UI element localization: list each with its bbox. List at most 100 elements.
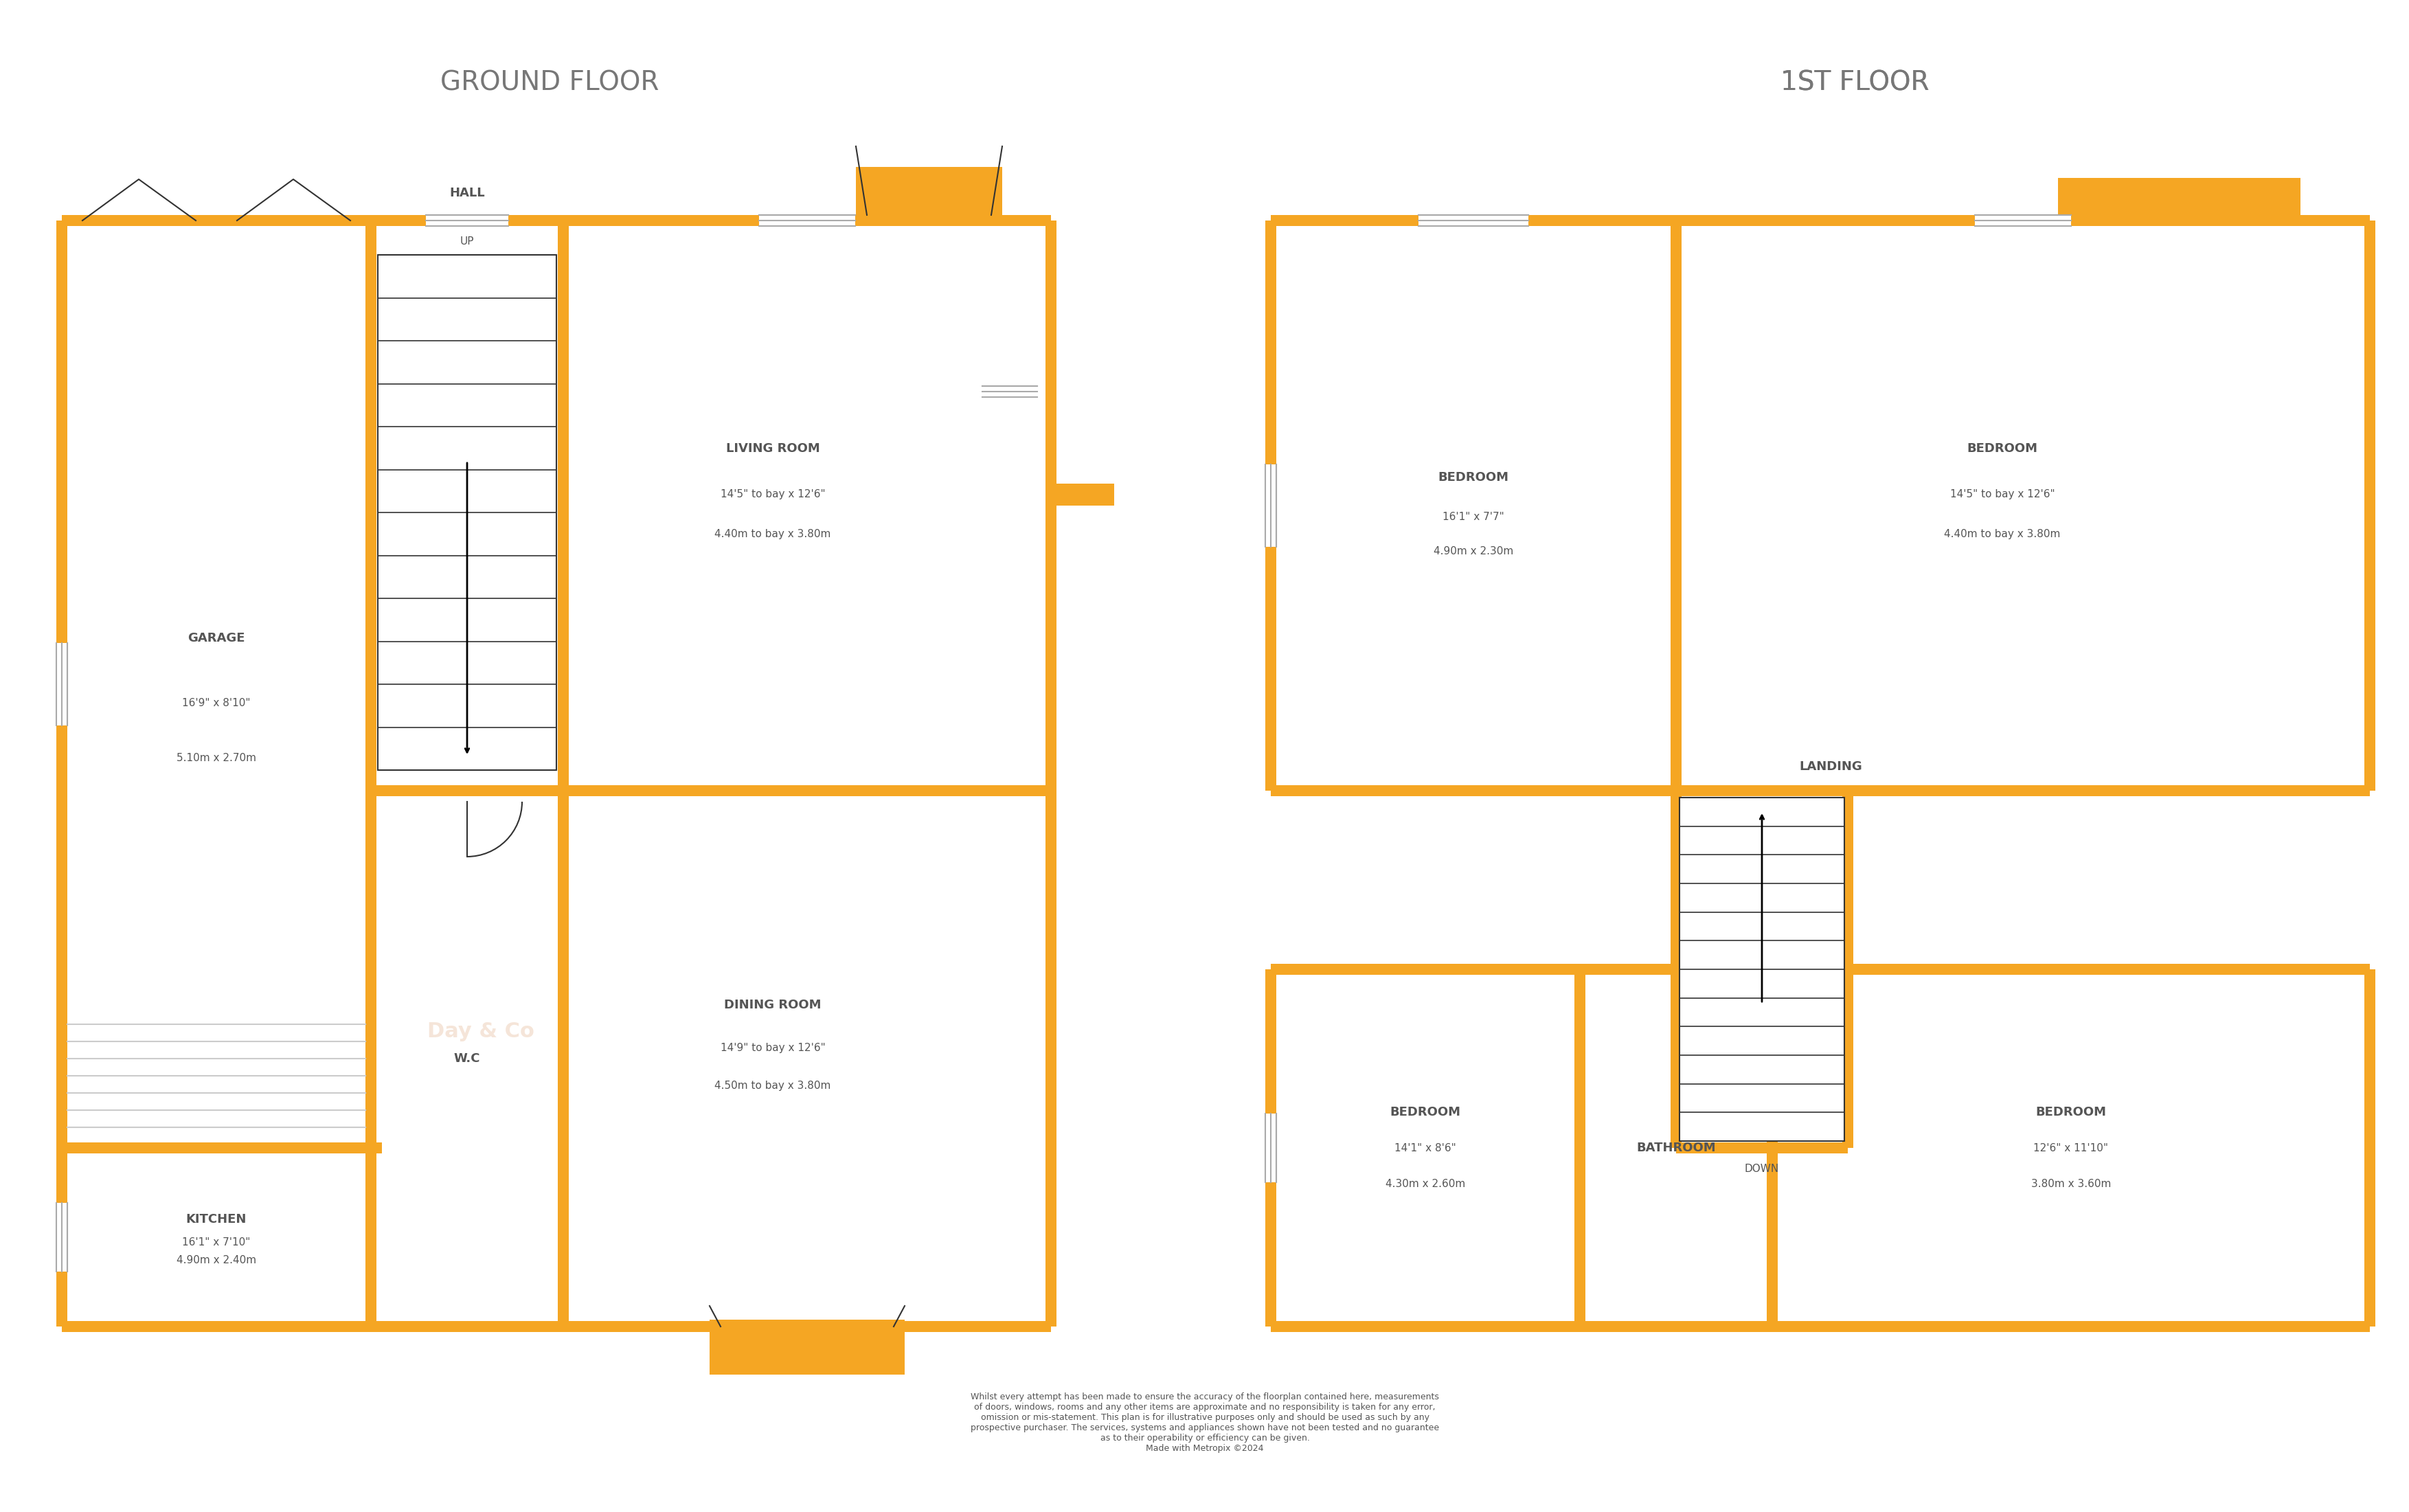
Text: 1ST FLOOR: 1ST FLOOR (1780, 70, 1930, 97)
Bar (1272, 785, 1677, 797)
Bar (1575, 969, 1585, 1326)
Text: 4.90m x 2.30m: 4.90m x 2.30m (1433, 546, 1513, 556)
Bar (855, 166, 867, 215)
Text: 4.30m x 2.60m: 4.30m x 2.60m (1385, 1178, 1465, 1188)
Bar (366, 221, 376, 791)
Text: 14'5" to bay x 12'6": 14'5" to bay x 12'6" (1949, 488, 2055, 499)
Bar (1677, 215, 2370, 225)
Bar (1265, 969, 1277, 1326)
Text: 16'1" x 7'7": 16'1" x 7'7" (1443, 513, 1503, 522)
Text: 12'6" x 11'10": 12'6" x 11'10" (2033, 1143, 2108, 1154)
Bar (564, 1321, 1050, 1332)
Bar (1669, 221, 1681, 791)
Text: GARAGE: GARAGE (188, 632, 246, 644)
Text: BEDROOM: BEDROOM (1438, 470, 1508, 484)
Bar (1679, 797, 1845, 1142)
Text: 4.40m to bay x 3.80m: 4.40m to bay x 3.80m (715, 529, 831, 540)
Bar (1669, 221, 1681, 791)
Text: Day & Co: Day & Co (426, 1021, 535, 1042)
Bar (711, 1320, 906, 1374)
Bar (55, 1148, 67, 1326)
Text: 4.40m to bay x 3.80m: 4.40m to bay x 3.80m (1944, 529, 2060, 540)
Bar (990, 166, 1002, 215)
Bar (1677, 785, 1848, 797)
Bar (1580, 963, 1773, 975)
Bar (2057, 178, 2301, 225)
Bar (63, 215, 383, 225)
Bar (2363, 221, 2375, 791)
Text: W.C: W.C (453, 1052, 479, 1064)
Bar (1272, 963, 1580, 975)
Bar (1265, 464, 1277, 547)
Bar (1773, 963, 2370, 975)
Text: DINING ROOM: DINING ROOM (725, 999, 821, 1012)
Bar (1046, 221, 1058, 791)
Bar (63, 1143, 383, 1154)
Bar (983, 386, 1038, 398)
Text: LANDING: LANDING (1800, 761, 1862, 773)
Bar (559, 791, 569, 1326)
Bar (63, 1143, 383, 1154)
Bar (371, 785, 564, 797)
Bar (378, 256, 556, 770)
Text: 14'1" x 8'6": 14'1" x 8'6" (1395, 1143, 1455, 1154)
Bar (1677, 1143, 1848, 1154)
Bar (63, 215, 371, 225)
Text: 4.50m to bay x 3.80m: 4.50m to bay x 3.80m (715, 1080, 831, 1090)
Bar (1265, 221, 1277, 791)
Text: Whilst every attempt has been made to ensure the accuracy of the floorplan conta: Whilst every attempt has been made to en… (971, 1393, 1438, 1453)
Bar (366, 1148, 376, 1326)
Text: 4.90m x 2.40m: 4.90m x 2.40m (176, 1255, 255, 1266)
Bar (1265, 1113, 1277, 1182)
Bar (564, 785, 1050, 797)
Text: GROUND FLOOR: GROUND FLOOR (441, 70, 660, 97)
Bar (1046, 494, 1115, 505)
Bar (1272, 215, 1677, 225)
Bar (371, 785, 564, 797)
Bar (55, 643, 67, 726)
Text: BEDROOM: BEDROOM (2036, 1105, 2105, 1119)
Text: 16'1" x 7'10": 16'1" x 7'10" (183, 1237, 251, 1247)
Bar (371, 215, 564, 225)
Text: 1ST FLOOR: 1ST FLOOR (1780, 70, 1930, 97)
Text: UP: UP (460, 236, 475, 246)
Bar (366, 221, 376, 1148)
Bar (855, 166, 1002, 215)
Bar (559, 221, 569, 791)
Bar (711, 1320, 720, 1374)
Bar (1046, 791, 1058, 1326)
Bar (366, 791, 376, 1326)
Bar (894, 1320, 906, 1374)
Bar (371, 1321, 564, 1332)
Text: KITCHEN: KITCHEN (185, 1213, 246, 1226)
Bar (1843, 791, 1853, 1148)
Text: 16'9" x 8'10": 16'9" x 8'10" (183, 697, 251, 708)
Bar (2363, 969, 2375, 1326)
Bar (1677, 785, 2370, 797)
Bar (2289, 178, 2301, 225)
Bar (55, 221, 67, 1148)
Bar (1419, 215, 1527, 225)
Bar (759, 215, 855, 225)
Text: 14'5" to bay x 12'6": 14'5" to bay x 12'6" (720, 488, 826, 499)
Text: BEDROOM: BEDROOM (1390, 1105, 1460, 1119)
Bar (1773, 1321, 2370, 1332)
Bar (1575, 969, 1585, 1326)
Bar (55, 1204, 67, 1272)
Bar (1272, 1321, 1580, 1332)
Text: DOWN: DOWN (1744, 1163, 1780, 1173)
Text: 14'9" to bay x 12'6": 14'9" to bay x 12'6" (720, 1043, 826, 1052)
Text: 3.80m x 3.60m: 3.80m x 3.60m (2031, 1178, 2110, 1188)
Bar (55, 221, 67, 1148)
Bar (564, 215, 1050, 225)
Text: BATHROOM: BATHROOM (1636, 1142, 1715, 1154)
Text: HALL: HALL (450, 187, 484, 200)
Bar (63, 1321, 371, 1332)
Text: BEDROOM: BEDROOM (1968, 443, 2038, 455)
Text: LIVING ROOM: LIVING ROOM (725, 443, 819, 455)
Bar (2057, 178, 2069, 225)
Bar (564, 785, 1050, 797)
Bar (1580, 1321, 1773, 1332)
Bar (1766, 969, 1778, 1326)
Bar (1766, 969, 1778, 1326)
